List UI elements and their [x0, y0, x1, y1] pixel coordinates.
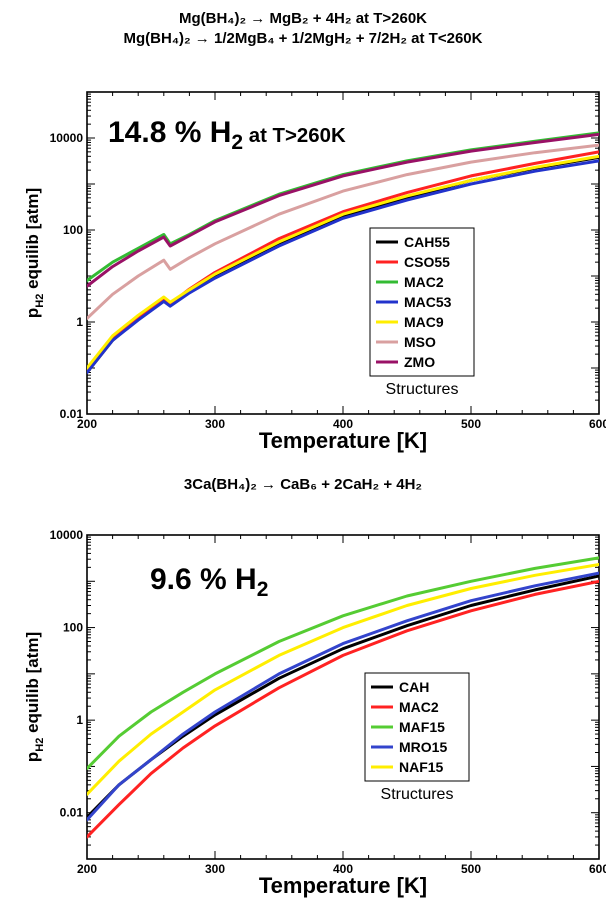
series-line-naf15	[87, 563, 599, 796]
chart1-equation-line2: Mg(BH₄)₂ → 1/2MgB₄ + 1/2MgH₂ + 7/2H₂ at …	[123, 30, 483, 47]
y-tick-label: 0.01	[60, 407, 84, 421]
y-axis-title: pH2 equilib [atm]	[23, 188, 46, 318]
chart-2: 200 300 400 500 600 0.01 1 100 10000 Temperature …	[23, 528, 606, 898]
x-tick-label: 300	[205, 862, 225, 876]
legend-title: Structures	[381, 786, 454, 803]
x-tick-label: 400	[333, 862, 353, 876]
chart2-equation-line1: 3Ca(BH₄)₂ → CaB₆ + 2CaH₂ + 4H₂	[183, 476, 423, 493]
y-tick-label: 0.01	[60, 806, 84, 820]
legend-label-mac2: MAC2	[399, 699, 439, 715]
legend-label-zmo: ZMO	[404, 354, 435, 370]
h2-percentage-annotation: 14.8 % H2 at T>260K	[108, 116, 346, 154]
x-tick-label: 300	[205, 417, 225, 431]
x-axis-title: Temperature [K]	[259, 873, 427, 898]
legend-label-cah55: CAH55	[404, 234, 450, 250]
y-tick-label: 1	[76, 713, 83, 727]
h2-percentage-annotation: 9.6 % H2	[150, 563, 268, 601]
series-line-zmo	[87, 132, 599, 288]
legend-label-mro15: MRO15	[399, 739, 447, 755]
x-tick-label: 500	[461, 417, 481, 431]
series-lines	[87, 556, 599, 839]
legend-label-mac9: MAC9	[404, 314, 444, 330]
legend-box	[364, 672, 470, 782]
x-tick-label: 400	[333, 417, 353, 431]
chart1-equation-line1: Mg(BH₄)₂ → MgB₂ + 4H₂ at T>260K	[178, 10, 427, 27]
y-tick-label: 10000	[50, 131, 84, 145]
y-tick-label: 100	[63, 223, 83, 237]
series-line-mso	[87, 143, 599, 320]
series-lines	[87, 131, 599, 374]
x-axis-title: Temperature [K]	[259, 428, 427, 453]
y-tick-label: 100	[63, 621, 83, 635]
legend-label-maf15: MAF15	[399, 719, 445, 735]
series-line-maf15	[87, 556, 599, 770]
x-tick-label: 500	[461, 862, 481, 876]
y-tick-label: 1	[76, 315, 83, 329]
legend-label-cah: CAH	[399, 679, 429, 695]
series-line-mac9	[87, 154, 599, 370]
chart-1: 200 300 400 500 600 0.01 1 100 10000 Temperature …	[23, 91, 606, 453]
legend-label-naf15: NAF15	[399, 759, 444, 775]
legend-label-mso: MSO	[404, 334, 436, 350]
x-tick-label: 600	[589, 862, 606, 876]
y-minor-ticks	[87, 536, 599, 860]
series-line-mro15	[87, 571, 599, 822]
x-tick-label: 200	[77, 417, 97, 431]
series-line-mac53	[87, 159, 599, 374]
legend-label-mac53: MAC53	[404, 294, 452, 310]
series-line-mac2	[87, 579, 599, 839]
legend-title: Structures	[386, 381, 459, 398]
x-tick-label: 600	[589, 417, 606, 431]
legend-label-mac2: MAC2	[404, 274, 444, 290]
y-tick-label: 10000	[50, 528, 84, 542]
legend-label-cso55: CSO55	[404, 254, 450, 270]
x-tick-label: 200	[77, 862, 97, 876]
y-axis-title: pH2 equilib [atm]	[23, 632, 46, 762]
